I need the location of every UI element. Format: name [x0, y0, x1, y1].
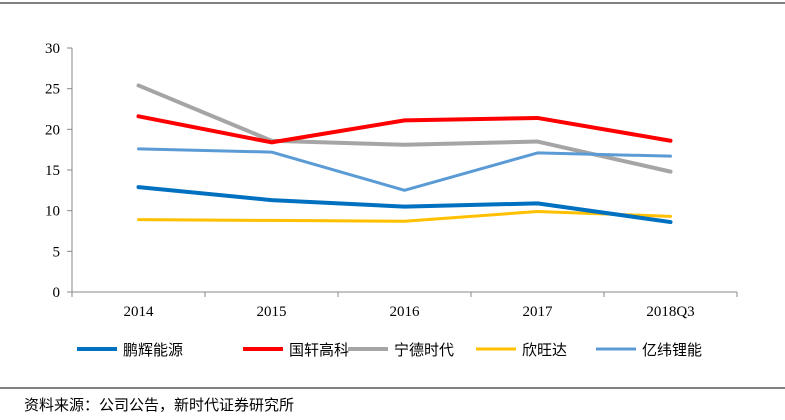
series-layer: [136, 83, 673, 225]
y-tick-label: 30: [45, 41, 60, 57]
source-note: 资料来源：公司公告，新时代证券研究所: [24, 396, 295, 414]
legend-label-1: 鹏辉能源: [123, 341, 183, 359]
y-tick-label: 25: [45, 82, 60, 98]
y-tick-label: 5: [53, 244, 61, 260]
y-tick-label: 10: [45, 204, 60, 220]
legend-label-3: 宁德时代: [394, 341, 454, 359]
y-tick-label: 0: [53, 285, 61, 301]
x-tick-label: 2015: [257, 304, 287, 320]
series-line-1: [136, 185, 673, 225]
legend-label-4: 欣旺达: [522, 341, 567, 359]
series-line-4: [137, 209, 672, 223]
x-tick-label: 2016: [390, 304, 421, 320]
legend: 鹏辉能源 国轩高科 宁德时代 欣旺达 亿纬锂能: [77, 341, 702, 359]
x-axis: 2014 2015 2016 2017 2018Q3: [71, 291, 738, 320]
y-axis: 0 5 10 15 20 25 30: [45, 41, 73, 301]
legend-label-5: 亿纬锂能: [642, 341, 702, 359]
x-tick-label: 2014: [124, 304, 155, 320]
x-tick-label: 2017: [523, 304, 554, 320]
series-line-5: [137, 147, 672, 192]
legend-label-2: 国轩高科: [289, 341, 349, 359]
x-tick-label: 2018Q3: [646, 304, 694, 320]
y-tick-label: 15: [45, 163, 60, 179]
series-line-3: [136, 83, 673, 174]
y-tick-label: 20: [45, 122, 60, 138]
series-line-2: [136, 114, 673, 145]
